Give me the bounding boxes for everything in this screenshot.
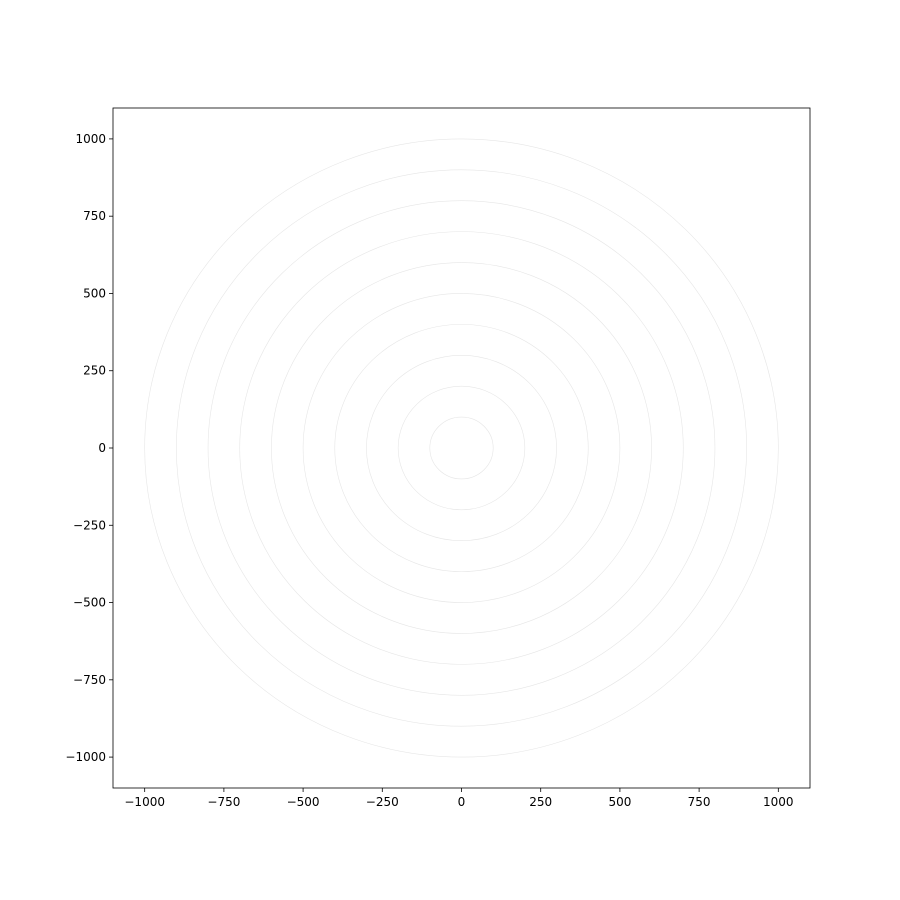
circle-r700 [239,231,684,665]
circle-r800 [207,200,716,696]
y-tick-label: 0 [98,441,106,455]
y-axis-ticks: −1000 −750 −500 −250 0 250 500 750 1000 [65,132,113,764]
circle-r900 [176,169,747,727]
y-tick-label: −500 [73,596,106,610]
y-tick-label: 250 [83,364,106,378]
x-axis-ticks: −1000 −750 −500 −250 0 250 500 750 1000 [124,788,794,809]
x-tick-label: −250 [366,795,399,809]
y-tick-label: 500 [83,286,106,300]
circle-r100 [429,416,494,480]
circle-r600 [271,262,652,634]
x-tick-label: 250 [529,795,552,809]
circle-r300 [366,354,557,542]
circle-r200 [397,385,526,511]
x-tick-label: −750 [207,795,240,809]
concentric-circles [144,138,779,758]
x-tick-label: 1000 [763,795,794,809]
circle-r400 [334,324,589,572]
x-tick-label: −1000 [124,795,165,809]
y-tick-label: −250 [73,518,106,532]
x-tick-label: 0 [458,795,466,809]
y-tick-label: −750 [73,673,106,687]
circle-r1000 [144,138,779,758]
y-tick-label: −1000 [65,750,106,764]
y-tick-label: 1000 [75,132,106,146]
x-tick-label: 500 [608,795,631,809]
x-tick-label: 750 [688,795,711,809]
plot-area-background [113,108,810,788]
x-tick-label: −500 [287,795,320,809]
y-tick-label: 750 [83,209,106,223]
circle-r500 [302,293,621,603]
